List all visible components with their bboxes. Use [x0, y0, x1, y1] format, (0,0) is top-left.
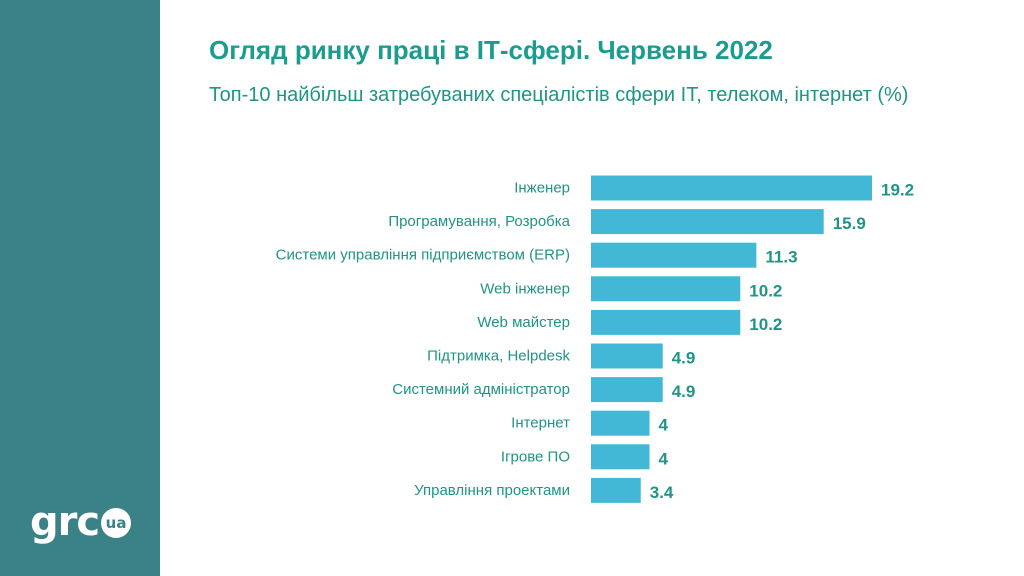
value-label-7: 4.9: [672, 382, 696, 401]
bar-7: [591, 377, 663, 403]
page-title: Огляд ринку праці в ІТ-сфері. Червень 20…: [209, 35, 773, 65]
bar-9: [591, 444, 650, 470]
sidebar-panel: grc ua: [0, 0, 160, 576]
bar-6: [591, 343, 663, 369]
value-label-6: 4.9: [672, 349, 696, 368]
value-label-1: 19.2: [881, 181, 914, 200]
category-label-8: Інтернет: [511, 415, 570, 432]
category-label-4: Web інженер: [480, 280, 570, 297]
value-label-8: 4: [659, 416, 669, 435]
bar-2: [591, 209, 824, 235]
value-label-2: 15.9: [833, 214, 866, 233]
category-label-1: Інженер: [514, 180, 570, 197]
grc-ua-logo: grc ua: [30, 499, 132, 545]
bar-8: [591, 410, 650, 436]
value-label-10: 3.4: [650, 483, 674, 502]
category-label-9: Ігрове ПО: [501, 448, 570, 465]
bar-5: [591, 309, 741, 335]
value-label-4: 10.2: [749, 281, 782, 300]
category-label-10: Управління проектами: [414, 482, 570, 499]
category-label-2: Програмування, Розробка: [388, 213, 570, 230]
bar-4: [591, 276, 741, 302]
logo-badge: ua: [101, 508, 132, 538]
value-label-9: 4: [659, 449, 669, 468]
category-label-7: Системний адміністратор: [392, 381, 570, 398]
logo-text: grc: [30, 499, 100, 545]
bar-10: [591, 477, 641, 503]
bar-1: [591, 175, 872, 201]
value-label-3: 11.3: [765, 248, 797, 267]
category-label-5: Web майстер: [477, 314, 570, 331]
bar-3: [591, 242, 757, 268]
category-label-3: Системи управління підприємством (ERP): [276, 247, 570, 264]
chart-subtitle: Топ-10 найбільш затребуваних спеціалісті…: [209, 84, 909, 106]
value-label-5: 10.2: [749, 315, 782, 334]
category-label-6: Підтримка, Helpdesk: [427, 348, 570, 365]
